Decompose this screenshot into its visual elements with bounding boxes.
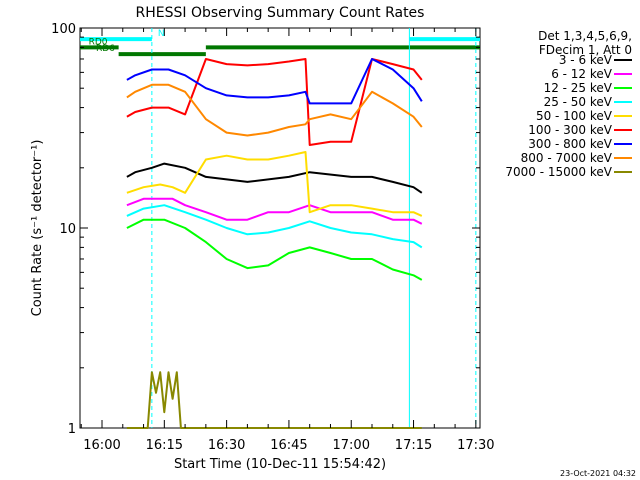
x-ticks: 16:00 16:15 16:30 16:45 17:00 17:15 17:30 — [80, 28, 495, 453]
legend-header-1: Det 1,3,4,5,6,9, — [538, 29, 632, 43]
y-tick-label: 10 — [59, 222, 76, 237]
legend-label-3: 12 - 25 keV — [544, 81, 613, 95]
series-line-9 — [126, 371, 422, 429]
legend: Det 1,3,4,5,6,9, FDecim 1, Att 0 3 - 6 k… — [505, 29, 632, 179]
y-axis-label: Count Rate (s⁻¹ detector⁻¹) — [30, 140, 45, 317]
series-line-2 — [126, 197, 423, 225]
x-tick-label: 17:00 — [333, 438, 370, 453]
series-line-6 — [126, 58, 423, 146]
series-line-8 — [126, 83, 423, 137]
x-tick-label: 16:45 — [270, 438, 307, 453]
y-ticks: 1 10 100 — [51, 22, 480, 437]
series-line-4 — [126, 204, 423, 249]
x-tick-label: 17:15 — [395, 438, 432, 453]
generation-timestamp: 23-Oct-2021 04:32 — [560, 469, 636, 478]
x-tick-label: 16:30 — [208, 438, 245, 453]
series-line-3 — [126, 218, 423, 281]
y-tick-label: 100 — [51, 22, 76, 37]
series-lines — [126, 58, 423, 429]
x-tick-label: 16:15 — [146, 438, 183, 453]
x-tick-label: 16:00 — [83, 438, 120, 453]
vertical-markers — [151, 28, 477, 428]
y-tick-label: 1 — [68, 422, 76, 437]
state-label-rd6: RD6 — [96, 44, 115, 54]
legend-label-8: 800 - 7000 keV — [521, 151, 613, 165]
legend-label-1: 3 - 6 keV — [559, 53, 613, 67]
series-line-7 — [126, 58, 423, 105]
legend-label-2: 6 - 12 keV — [551, 67, 613, 81]
series-line-5 — [126, 151, 423, 217]
x-tick-label: 17:30 — [457, 438, 494, 453]
legend-label-9: 7000 - 15000 keV — [505, 165, 612, 179]
legend-header-2: FDecim 1, Att 0 — [539, 43, 632, 57]
legend-label-5: 50 - 100 keV — [536, 109, 613, 123]
legend-label-6: 100 - 300 keV — [528, 123, 612, 137]
x-axis-label: Start Time (10-Dec-11 15:54:42) — [174, 457, 386, 472]
series-line-1 — [126, 162, 423, 194]
state-label-rd0: RD0 — [89, 37, 108, 47]
plot-frame — [79, 27, 481, 429]
chart-title: RHESSI Observing Summary Count Rates — [136, 5, 425, 21]
state-label-n: N — [158, 29, 165, 39]
legend-label-7: 300 - 800 keV — [528, 137, 612, 151]
legend-label-4: 25 - 50 keV — [544, 95, 613, 109]
